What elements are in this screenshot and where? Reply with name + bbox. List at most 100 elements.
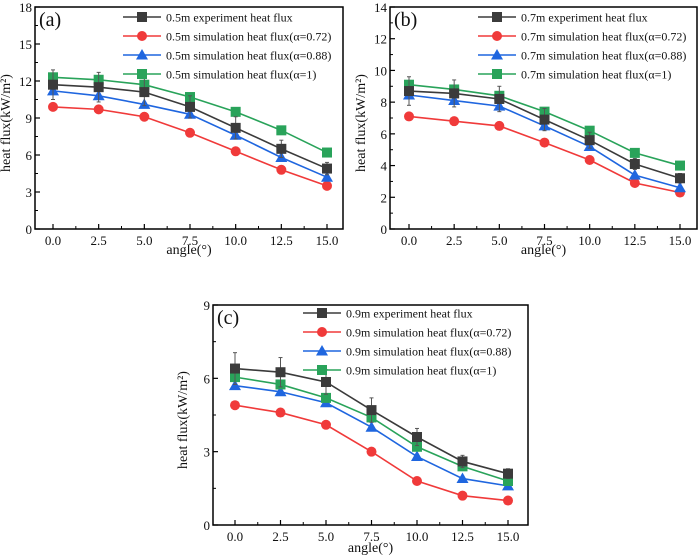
x-tick-label: 0.0 (401, 233, 417, 248)
data-point-square (404, 86, 414, 97)
data-point-circle (321, 419, 331, 430)
data-point-circle (276, 164, 287, 175)
y-tick-label: 0 (381, 222, 388, 237)
data-point-circle (449, 116, 460, 127)
data-point-square (137, 12, 147, 22)
data-point-circle (185, 127, 195, 138)
x-tick-label: 0.0 (45, 233, 61, 248)
series-0 (48, 69, 332, 176)
data-point-square (675, 160, 685, 171)
x-axis-title: angle(°) (521, 243, 567, 258)
series-0 (230, 352, 513, 480)
data-point-square (275, 367, 286, 378)
data-point-circle (139, 111, 150, 122)
y-tick-label: 9 (26, 111, 33, 126)
legend-label: 0.5m simulation heat flux(α=0.72) (166, 30, 331, 44)
data-point-square (48, 79, 58, 90)
data-point-triangle (136, 49, 148, 60)
series-2 (229, 379, 514, 491)
data-point-square (539, 114, 550, 125)
data-point-circle (93, 104, 104, 115)
x-tick-label: 5.0 (136, 233, 152, 248)
x-tick-label: 10.0 (578, 233, 601, 248)
data-point-circle (366, 446, 377, 457)
data-point-circle (503, 495, 513, 506)
x-tick-label: 15.0 (316, 233, 339, 248)
legend: 0.9m experiment heat flux 0.9m simulation… (303, 307, 511, 378)
y-tick-label: 14 (374, 0, 388, 15)
x-tick-label: 5.0 (491, 233, 507, 248)
series-1 (48, 101, 332, 191)
y-tick-label: 3 (26, 185, 33, 200)
x-tick-label: 12.5 (623, 233, 646, 248)
x-tick-label: 5.0 (318, 529, 334, 544)
legend-label: 0.9m simulation heat flux(α=0.88) (346, 345, 511, 359)
legend-label: 0.5m simulation heat flux(α=1) (166, 68, 316, 82)
data-point-triangle (491, 49, 503, 60)
legend-label: 0.9m simulation heat flux(α=0.72) (346, 326, 511, 340)
data-point-circle (412, 476, 422, 486)
legend-label: 0.5m simulation heat flux(α=0.88) (166, 49, 331, 63)
data-point-square (230, 122, 241, 133)
data-point-square (321, 392, 331, 403)
x-axis-title: angle(°) (166, 243, 212, 258)
data-point-circle (230, 146, 241, 157)
data-point-square (503, 476, 513, 486)
y-tick-label: 0 (26, 222, 33, 237)
x-tick-label: 10.0 (406, 529, 429, 544)
legend-label: 0.9m experiment heat flux (346, 307, 473, 321)
data-point-circle (48, 101, 58, 112)
data-point-square (185, 101, 195, 112)
data-point-square (503, 468, 513, 479)
legend-label: 0.5m experiment heat flux (166, 11, 293, 25)
panel-label: (b) (394, 9, 417, 31)
data-point-circle (230, 400, 240, 411)
x-tick-label: 7.5 (536, 233, 552, 248)
data-point-square (584, 135, 595, 146)
y-tick-label: 0 (204, 518, 211, 533)
data-point-circle (539, 137, 550, 148)
legend-label: 0.7m simulation heat flux(α=0.88) (521, 49, 686, 63)
data-point-square (449, 88, 460, 99)
legend-label: 0.7m experiment heat flux (521, 11, 648, 25)
y-axis-title: heat flux(kW/m²) (0, 74, 14, 172)
y-tick-label: 6 (204, 371, 211, 386)
data-point-square (276, 125, 287, 136)
series-0 (404, 76, 685, 184)
data-point-square (412, 441, 422, 452)
chart-panel-b: 0 2 4 6 8 10 12 14 0.0 2.5 5.0 7.5 10.0 12.5 15.0 angle… (354, 0, 698, 258)
x-tick-label: 12.5 (270, 233, 293, 248)
data-point-square (276, 143, 287, 154)
data-point-square (492, 12, 502, 22)
data-point-triangle (274, 385, 287, 397)
data-point-circle (492, 31, 502, 41)
legend-label: 0.9m simulation heat flux(α=1) (346, 364, 496, 378)
data-point-square (322, 163, 332, 174)
data-point-square (457, 456, 468, 467)
x-tick-label: 12.5 (451, 529, 474, 544)
data-point-triangle (456, 472, 469, 484)
x-tick-label: 15.0 (669, 233, 692, 248)
y-tick-label: 12 (374, 32, 387, 47)
data-point-circle (629, 178, 640, 189)
x-tick-label: 0.0 (227, 529, 243, 544)
data-point-triangle (674, 181, 686, 193)
x-axis-title: angle(°) (348, 541, 394, 556)
data-point-square (675, 173, 685, 184)
y-tick-label: 2 (381, 190, 388, 205)
data-point-circle (137, 31, 147, 41)
y-axis-title: heat flux(kW/m²) (354, 74, 369, 172)
y-tick-label: 15 (19, 37, 32, 52)
y-tick-label: 10 (374, 63, 387, 78)
y-axis-title: heat flux(kW/m²) (176, 371, 191, 469)
panel-label: (a) (39, 9, 61, 31)
x-tick-label: 7.5 (363, 529, 379, 544)
data-point-square (584, 125, 595, 136)
data-point-triangle (321, 171, 333, 182)
data-point-circle (317, 327, 327, 337)
y-tick-label: 4 (381, 159, 388, 174)
x-tick-label: 2.5 (91, 233, 107, 248)
data-point-square (317, 365, 327, 375)
x-tick-label: 7.5 (182, 233, 198, 248)
